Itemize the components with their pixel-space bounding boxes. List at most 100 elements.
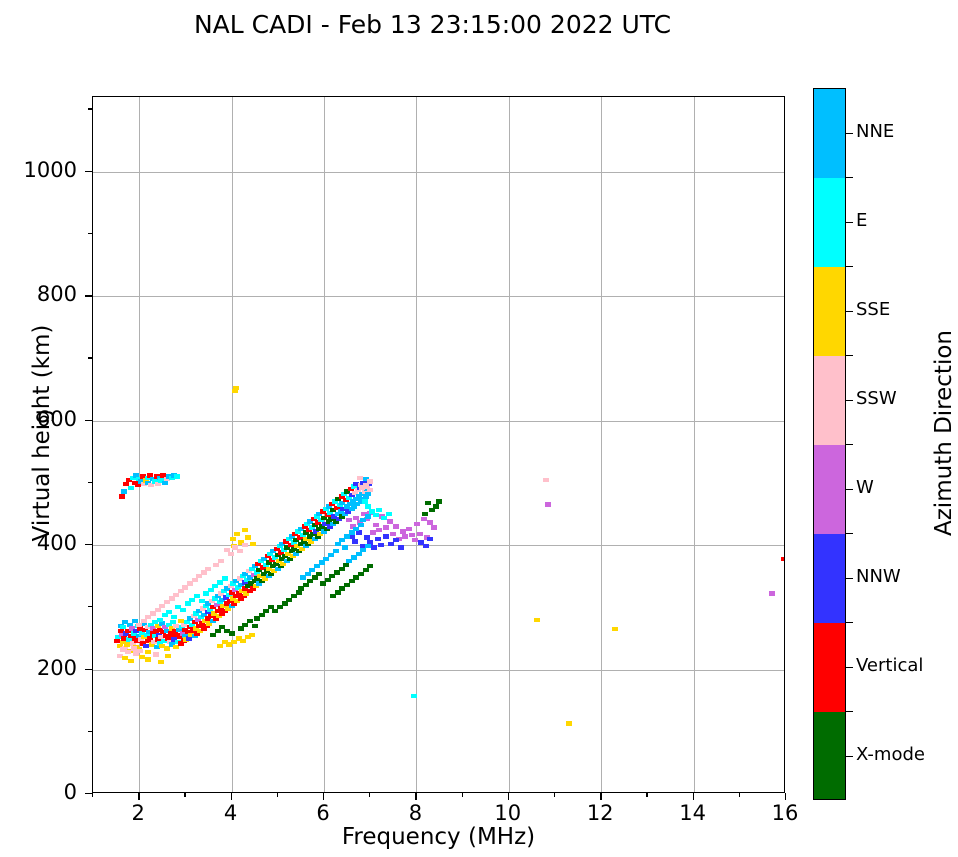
- data-point: [274, 566, 281, 571]
- colorbar-segment-sse[interactable]: [814, 267, 845, 357]
- data-point: [150, 631, 157, 636]
- data-point: [143, 632, 150, 637]
- data-point: [160, 473, 167, 478]
- data-point: [361, 499, 368, 504]
- data-point: [311, 575, 318, 580]
- colorbar-segment-w[interactable]: [814, 445, 845, 535]
- data-point: [314, 534, 321, 539]
- data-point: [171, 637, 178, 642]
- data-point: [291, 546, 298, 551]
- data-point: [196, 574, 203, 579]
- colorbar-segment-e[interactable]: [814, 178, 845, 268]
- data-point: [242, 571, 249, 576]
- data-point: [118, 632, 125, 637]
- data-point: [279, 556, 286, 561]
- data-point: [133, 651, 140, 656]
- colorbar-segment-ssw[interactable]: [814, 356, 845, 446]
- data-point: [156, 617, 163, 622]
- data-point: [287, 542, 294, 548]
- data-point: [359, 544, 366, 549]
- x-tick-minor: [738, 793, 740, 797]
- data-point: [181, 622, 188, 627]
- data-point: [232, 388, 239, 393]
- data-point: [290, 593, 297, 599]
- data-point: [145, 657, 152, 662]
- colorbar-tick: [846, 666, 853, 668]
- data-point: [201, 618, 208, 624]
- data-point: [129, 475, 136, 481]
- colorbar[interactable]: [813, 88, 846, 800]
- data-point: [233, 593, 240, 599]
- data-point: [131, 636, 138, 641]
- data-point: [163, 628, 170, 634]
- data-point: [341, 491, 348, 497]
- data-point: [151, 479, 158, 484]
- data-point: [340, 506, 347, 512]
- data-point: [139, 641, 146, 646]
- data-point: [213, 602, 220, 607]
- x-tick-label: 16: [771, 801, 799, 825]
- data-point: [150, 476, 157, 482]
- data-point: [120, 625, 127, 630]
- data-point: [357, 520, 364, 525]
- data-point: [259, 578, 266, 584]
- data-point: [153, 644, 160, 650]
- data-point: [219, 597, 226, 602]
- data-point: [189, 597, 196, 602]
- colorbar-segment-vertical[interactable]: [814, 623, 845, 713]
- y-tick-minor: [88, 232, 92, 235]
- colorbar-title: Azimuth Direction: [931, 330, 957, 536]
- data-point: [307, 534, 314, 539]
- data-point: [118, 494, 125, 499]
- data-point: [219, 625, 226, 630]
- data-point: [157, 627, 164, 632]
- colorbar-segment-nnw[interactable]: [814, 534, 845, 624]
- data-point: [223, 628, 230, 634]
- data-point: [138, 654, 145, 660]
- data-point: [255, 561, 262, 566]
- data-point: [349, 524, 356, 529]
- colorbar-boundary-tick: [846, 533, 853, 535]
- data-point: [162, 480, 169, 485]
- x-tick: [507, 793, 510, 800]
- data-point: [207, 607, 214, 612]
- data-point: [317, 531, 324, 537]
- data-point: [129, 641, 136, 646]
- data-point: [154, 481, 161, 487]
- data-point: [348, 530, 355, 535]
- data-point: [162, 633, 169, 639]
- data-point: [300, 575, 307, 580]
- y-tick: [85, 419, 92, 421]
- data-point: [126, 622, 133, 627]
- data-point: [198, 615, 205, 620]
- data-point: [325, 519, 332, 524]
- data-point: [334, 541, 341, 546]
- data-point: [303, 536, 310, 541]
- data-point: [247, 575, 254, 580]
- data-point: [140, 618, 147, 624]
- data-point: [159, 603, 166, 609]
- colorbar-segment-nne[interactable]: [814, 89, 845, 179]
- y-tick-minor: [88, 730, 92, 732]
- data-point: [277, 605, 284, 610]
- data-point: [304, 571, 311, 576]
- data-point: [223, 586, 230, 591]
- data-point: [393, 524, 400, 529]
- data-point: [286, 556, 293, 561]
- data-point: [220, 603, 227, 609]
- data-point: [316, 526, 323, 532]
- data-point: [339, 537, 346, 543]
- y-tick-minor: [88, 606, 92, 608]
- data-point: [192, 626, 199, 631]
- data-point: [168, 596, 175, 601]
- data-point: [237, 626, 244, 631]
- data-point: [226, 598, 233, 604]
- data-point: [169, 633, 176, 639]
- data-point: [177, 588, 184, 594]
- data-point: [406, 526, 412, 532]
- colorbar-segment-x-mode[interactable]: [814, 712, 845, 799]
- data-point: [228, 603, 235, 609]
- data-point: [152, 628, 159, 634]
- data-point: [232, 587, 239, 593]
